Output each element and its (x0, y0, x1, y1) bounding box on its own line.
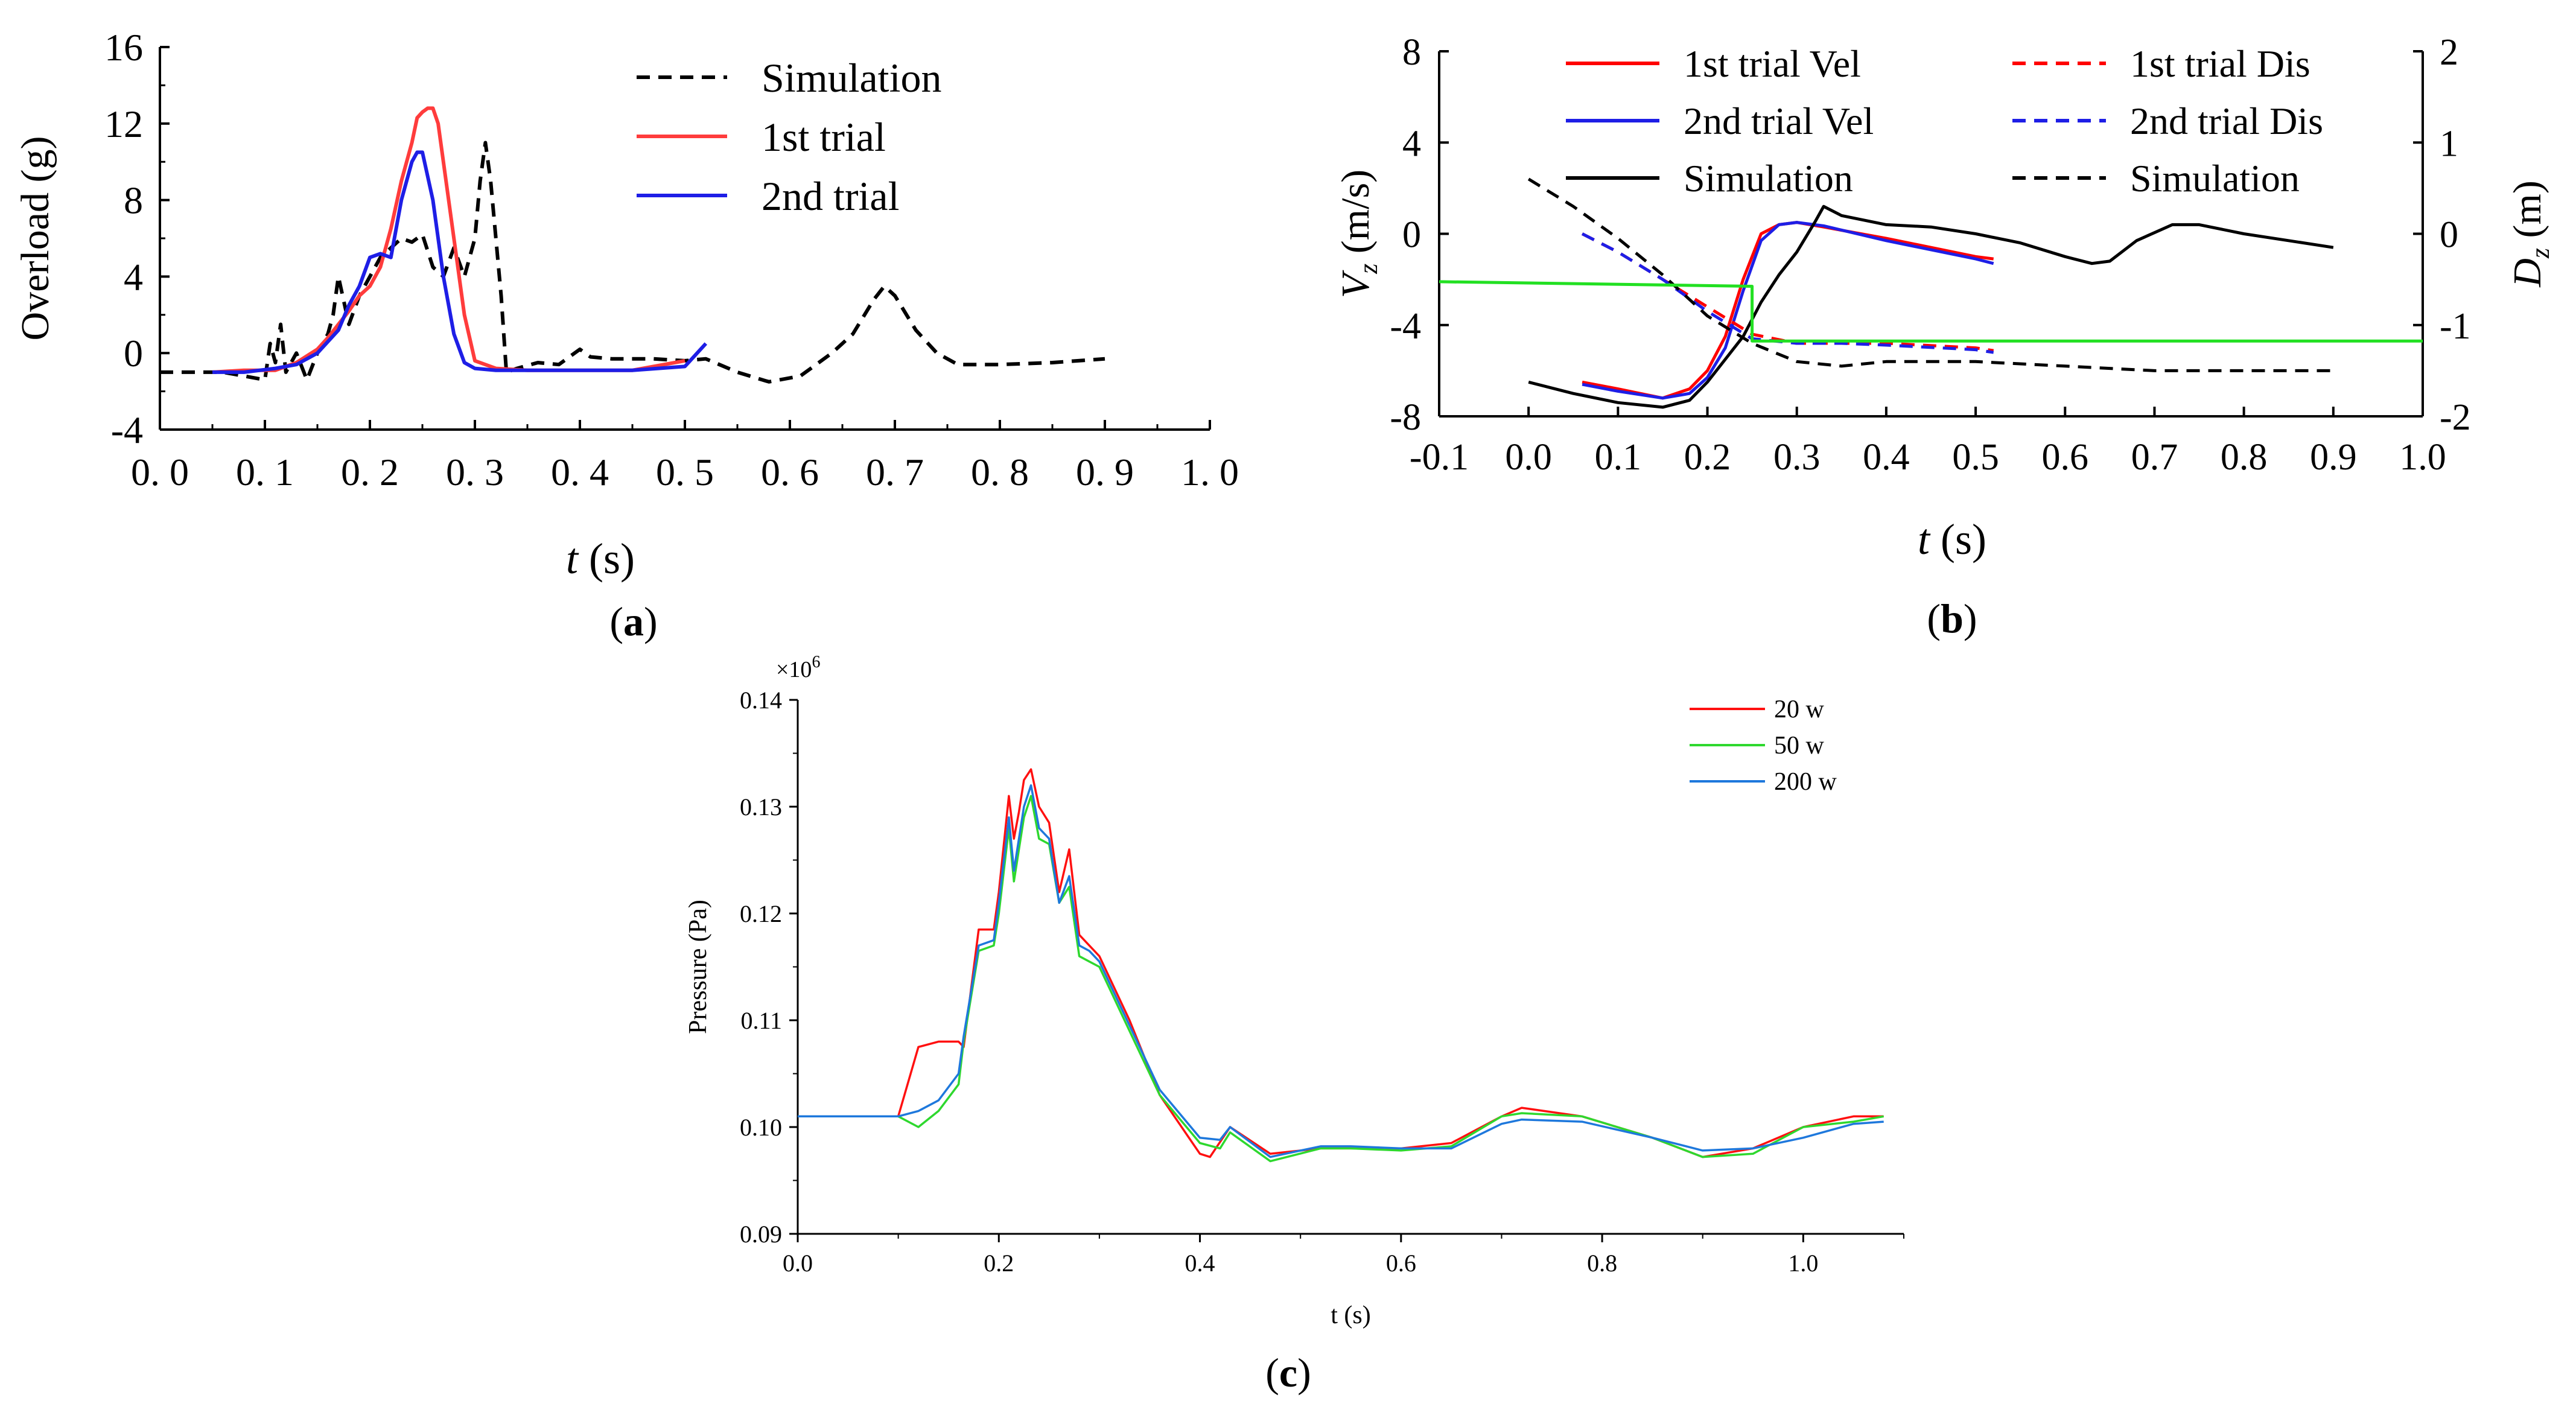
y-left-tick-label: 0 (1402, 215, 1421, 256)
y-right-axis-label: Dz (m) (2505, 180, 2555, 288)
x-tick-label: 1.0 (2399, 437, 2446, 478)
y-tick-label: 0.13 (740, 793, 782, 821)
panel-label: (c) (1265, 1350, 1311, 1396)
legend-label: 1st trial Dis (2130, 42, 2310, 85)
x-tick-label: 0.3 (1773, 437, 1821, 478)
series-line-simulation (1527, 177, 2333, 372)
legend-label: 1st trial (762, 114, 886, 160)
y-axis-label: Overload (g) (13, 136, 57, 340)
series-line-200-w (798, 784, 1884, 1158)
y-tick-label: 0 (124, 332, 143, 375)
panel-b-chart: -0.1 0.0 0.1 0.2 0.3 0.4 0.5 0.6 0.7 0.8 0.9 1.0 -8 -… (1334, 32, 2555, 641)
y-left-tick-label: -8 (1390, 397, 1421, 438)
x-tick-label: 0.0 (783, 1250, 813, 1277)
x-tick-label: 0.6 (1386, 1250, 1416, 1277)
x-axis-label: t (s) (1918, 515, 1986, 564)
x-tick-label: 0. 3 (446, 451, 504, 494)
x-tick-label: 0.6 (2042, 437, 2089, 478)
y-tick-label: 0.12 (740, 900, 782, 927)
legend-label: 20 w (1774, 696, 1825, 723)
y-tick-label: 12 (104, 103, 143, 145)
x-tick-label: 0.1 (1595, 437, 1642, 478)
panel-label: (a) (609, 599, 657, 644)
y-tick-label: 0.14 (740, 687, 782, 714)
x-tick-label: -0.1 (1410, 437, 1469, 478)
panel-a-chart: 0. 0 0. 1 0. 2 0. 3 0. 4 0. 5 0. 6 0. 7 0. 8 0. 9… (13, 26, 1239, 644)
series-line-50-w (798, 795, 1884, 1163)
series-line-20-w (798, 768, 1884, 1158)
legend-label: 200 w (1774, 768, 1837, 796)
y-tick-label: 4 (124, 255, 143, 298)
x-tick-label: 0. 2 (341, 451, 399, 494)
x-tick-label: 0.5 (1952, 437, 1999, 478)
y-left-tick-label: -4 (1390, 306, 1421, 347)
y-multiplier-label: ×106 (776, 653, 820, 682)
y-left-tick-label: 8 (1402, 32, 1421, 73)
legend-label: 2nd trial (762, 173, 900, 219)
series-line-simulation (1528, 205, 2334, 409)
x-tick-label: 0. 7 (866, 451, 924, 494)
x-tick-label: 0.0 (1505, 437, 1552, 478)
legend-label: Simulation (2130, 157, 2300, 200)
y-right-tick-label: -1 (2440, 306, 2471, 347)
x-tick-label: 0. 5 (656, 451, 714, 494)
y-tick-label: 0.09 (740, 1221, 782, 1248)
x-tick-label: 0. 6 (761, 451, 819, 494)
y-tick-label: -4 (111, 408, 143, 451)
x-tick-label: 0. 1 (236, 451, 294, 494)
y-tick-label: 16 (104, 26, 143, 69)
x-tick-label: 0.4 (1863, 437, 1910, 478)
x-tick-label: 0.7 (2131, 437, 2178, 478)
x-tick-label: 1.0 (1788, 1250, 1818, 1277)
legend-label: 2nd trial Vel (1684, 100, 1874, 142)
x-axis-label: t (s) (566, 535, 635, 583)
legend-label: Simulation (762, 55, 941, 101)
series-line-1st-trial (212, 106, 685, 374)
y-tick-label: 0.10 (740, 1114, 782, 1141)
series-line-reference (1439, 280, 2423, 343)
x-tick-label: 0. 0 (131, 451, 189, 494)
y-right-tick-label: 1 (2440, 123, 2458, 164)
series-line-simulation (160, 141, 1105, 384)
x-tick-label: 0.2 (984, 1250, 1014, 1277)
x-tick-label: 0. 9 (1076, 451, 1134, 494)
x-tick-label: 0. 4 (551, 451, 609, 494)
panel-label: (b) (1927, 596, 1977, 641)
x-tick-label: 0.9 (2310, 437, 2357, 478)
x-tick-label: 0.8 (2221, 437, 2268, 478)
y-left-tick-label: 4 (1402, 123, 1421, 164)
legend-label: 1st trial Vel (1684, 42, 1861, 85)
y-tick-label: 0.11 (740, 1007, 782, 1034)
legend-label: Simulation (1684, 157, 1853, 200)
y-tick-label: 8 (124, 179, 143, 222)
y-right-tick-label: -2 (2440, 397, 2471, 438)
x-tick-label: 1. 0 (1181, 451, 1239, 494)
series-line-2nd-trial-dis (1581, 232, 1994, 354)
series-line-2nd-trial-vel (1582, 221, 1994, 400)
legend-label: 50 w (1774, 732, 1825, 760)
series-line-2nd-trial (212, 150, 708, 374)
x-axis-label: t (s) (1331, 1301, 1371, 1329)
y-left-axis-label: Vz (m/s) (1334, 170, 1383, 298)
y-axis-label: Pressure (Pa) (684, 900, 712, 1034)
legend-label: 2nd trial Dis (2130, 100, 2323, 142)
x-tick-label: 0. 8 (971, 451, 1029, 494)
x-tick-label: 0.8 (1587, 1250, 1617, 1277)
y-right-tick-label: 0 (2440, 215, 2458, 256)
x-tick-label: 0.2 (1684, 437, 1731, 478)
y-right-tick-label: 2 (2440, 32, 2458, 73)
x-tick-label: 0.4 (1185, 1250, 1215, 1277)
panel-c-chart: 0.0 0.2 0.4 0.6 0.8 1.0 0.09 0.10 0.11 0.12 0.13 0.… (684, 653, 1904, 1396)
